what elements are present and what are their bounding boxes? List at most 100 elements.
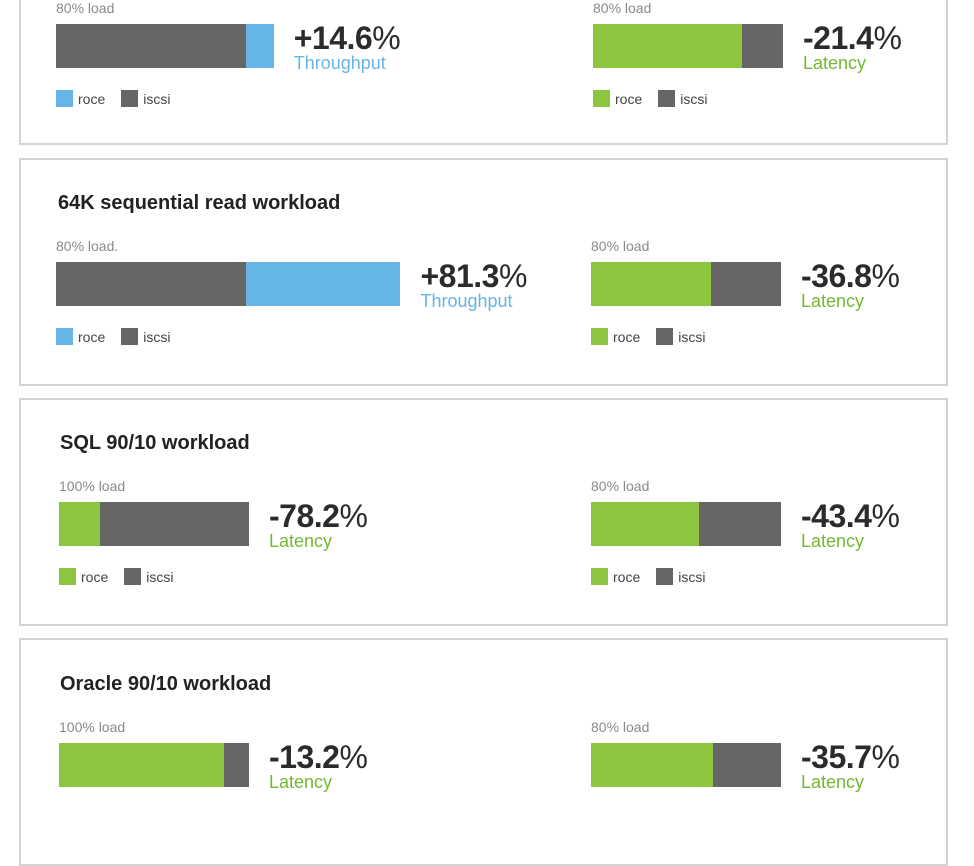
bar-fill	[591, 743, 714, 787]
stat-number: -21.4	[803, 20, 874, 56]
stat-value: -78.2%	[269, 498, 368, 534]
load-label: 80% load	[591, 719, 650, 735]
load-label: 100% load	[59, 478, 126, 494]
legend-swatch-roce	[591, 328, 608, 345]
load-label: 80% load	[56, 0, 115, 16]
stat-percent-sign: %	[871, 258, 900, 294]
bar-track	[56, 24, 274, 68]
legend: roce iscsi	[56, 90, 186, 107]
stat-percent-sign: %	[339, 498, 368, 534]
legend-swatch-iscsi	[656, 328, 674, 345]
legend: roce iscsi	[59, 568, 189, 585]
stat-label: Latency	[803, 53, 867, 73]
bar-track	[56, 262, 401, 306]
stat-number: -78.2	[269, 498, 340, 534]
stat-percent-sign: %	[871, 739, 900, 775]
stat-value: -43.4%	[801, 498, 900, 534]
panel-3-1: 80% load -35.7% Latency	[591, 719, 974, 859]
panel-2-1: 80% load -43.4% Latency roce iscsi	[591, 478, 974, 618]
legend-swatch-roce	[593, 90, 610, 107]
stat-number: -36.8	[801, 258, 872, 294]
legend-label-roce: roce	[78, 328, 106, 345]
stat-label: Latency	[801, 531, 865, 551]
stat-percent-sign: %	[871, 498, 900, 534]
stat-percent-sign: %	[372, 20, 401, 56]
card-title: SQL 90/10 workload	[60, 432, 250, 454]
legend-label-iscsi: iscsi	[146, 568, 174, 585]
stat-label: Throughput	[420, 291, 513, 311]
bar-fill	[246, 24, 274, 68]
stat-number: -35.7	[801, 739, 872, 775]
panel-3-0: 100% load -13.2% Latency	[59, 719, 479, 859]
legend-label-roce: roce	[78, 90, 106, 107]
panel-0-0: 80% load +14.6% Throughput roce iscsi	[56, 0, 476, 140]
card-title: Oracle 90/10 workload	[60, 673, 272, 695]
stat-number: -13.2	[269, 739, 340, 775]
stat-number: +81.3	[420, 258, 499, 294]
workload-card-2: SQL 90/10 workload 100% load -78.2% Late…	[19, 398, 948, 626]
legend-swatch-iscsi	[121, 90, 139, 107]
legend: roce iscsi	[591, 328, 721, 345]
legend-swatch-roce	[591, 568, 608, 585]
bar-track	[591, 743, 781, 787]
workload-card-0: 80% load +14.6% Throughput roce iscsi 80…	[19, 0, 948, 145]
legend-label-iscsi: iscsi	[143, 328, 171, 345]
panel-2-0: 100% load -78.2% Latency roce iscsi	[59, 478, 479, 618]
stat-label: Latency	[269, 531, 333, 551]
bar-fill	[59, 502, 101, 546]
legend-label-roce: roce	[81, 568, 109, 585]
stat-number: +14.6	[293, 20, 373, 56]
stat-percent-sign: %	[873, 20, 902, 56]
workload-card-1: 64K sequential read workload 80% load. +…	[19, 158, 948, 386]
stat-percent-sign: %	[339, 739, 368, 775]
panel-1-1: 80% load -36.8% Latency roce iscsi	[591, 238, 974, 378]
legend: roce iscsi	[593, 90, 723, 107]
stat-value: -36.8%	[801, 258, 900, 294]
legend-swatch-iscsi	[656, 568, 674, 585]
legend-swatch-iscsi	[658, 90, 676, 107]
stat-number: -43.4	[801, 498, 872, 534]
load-label: 80% load	[593, 0, 652, 16]
stat-label: Latency	[269, 772, 333, 792]
bar-fill	[593, 24, 743, 68]
bar-fill	[59, 743, 224, 787]
panel-1-0: 80% load. +81.3% Throughput roce iscsi	[56, 238, 527, 378]
stat-label: Throughput	[293, 53, 386, 73]
stat-label: Latency	[801, 291, 865, 311]
legend-swatch-roce	[59, 568, 76, 585]
legend-label-roce: roce	[613, 328, 641, 345]
stat-label: Latency	[801, 772, 865, 792]
load-label: 100% load	[59, 719, 126, 735]
bar-track	[59, 502, 249, 546]
legend: roce iscsi	[591, 568, 721, 585]
load-label: 80% load	[591, 238, 650, 254]
panel-0-1: 80% load -21.4% Latency roce iscsi	[593, 0, 974, 140]
legend-label-iscsi: iscsi	[678, 568, 706, 585]
load-label: 80% load	[591, 478, 650, 494]
legend-label-roce: roce	[615, 90, 643, 107]
legend-label-iscsi: iscsi	[678, 328, 706, 345]
legend-swatch-iscsi	[121, 328, 139, 345]
legend-swatch-roce	[56, 90, 73, 107]
bar-fill	[591, 262, 712, 306]
bar-fill	[246, 262, 401, 306]
stat-value: -35.7%	[801, 739, 900, 775]
card-title: 64K sequential read workload	[58, 192, 341, 214]
stat-value: +81.3%	[420, 258, 527, 294]
legend: roce iscsi	[56, 328, 186, 345]
stat-percent-sign: %	[498, 258, 527, 294]
legend-label-roce: roce	[613, 568, 641, 585]
stat-value: -21.4%	[803, 20, 902, 56]
bar-track	[593, 24, 783, 68]
bar-track	[591, 262, 781, 306]
legend-label-iscsi: iscsi	[680, 90, 708, 107]
stat-value: -13.2%	[269, 739, 368, 775]
legend-label-iscsi: iscsi	[143, 90, 171, 107]
legend-swatch-iscsi	[124, 568, 142, 585]
stat-value: +14.6%	[293, 20, 401, 56]
load-label: 80% load.	[56, 238, 119, 254]
bar-track	[59, 743, 249, 787]
workload-card-3: Oracle 90/10 workload 100% load -13.2% L…	[19, 638, 948, 866]
bar-fill	[591, 502, 699, 546]
bar-track	[591, 502, 781, 546]
